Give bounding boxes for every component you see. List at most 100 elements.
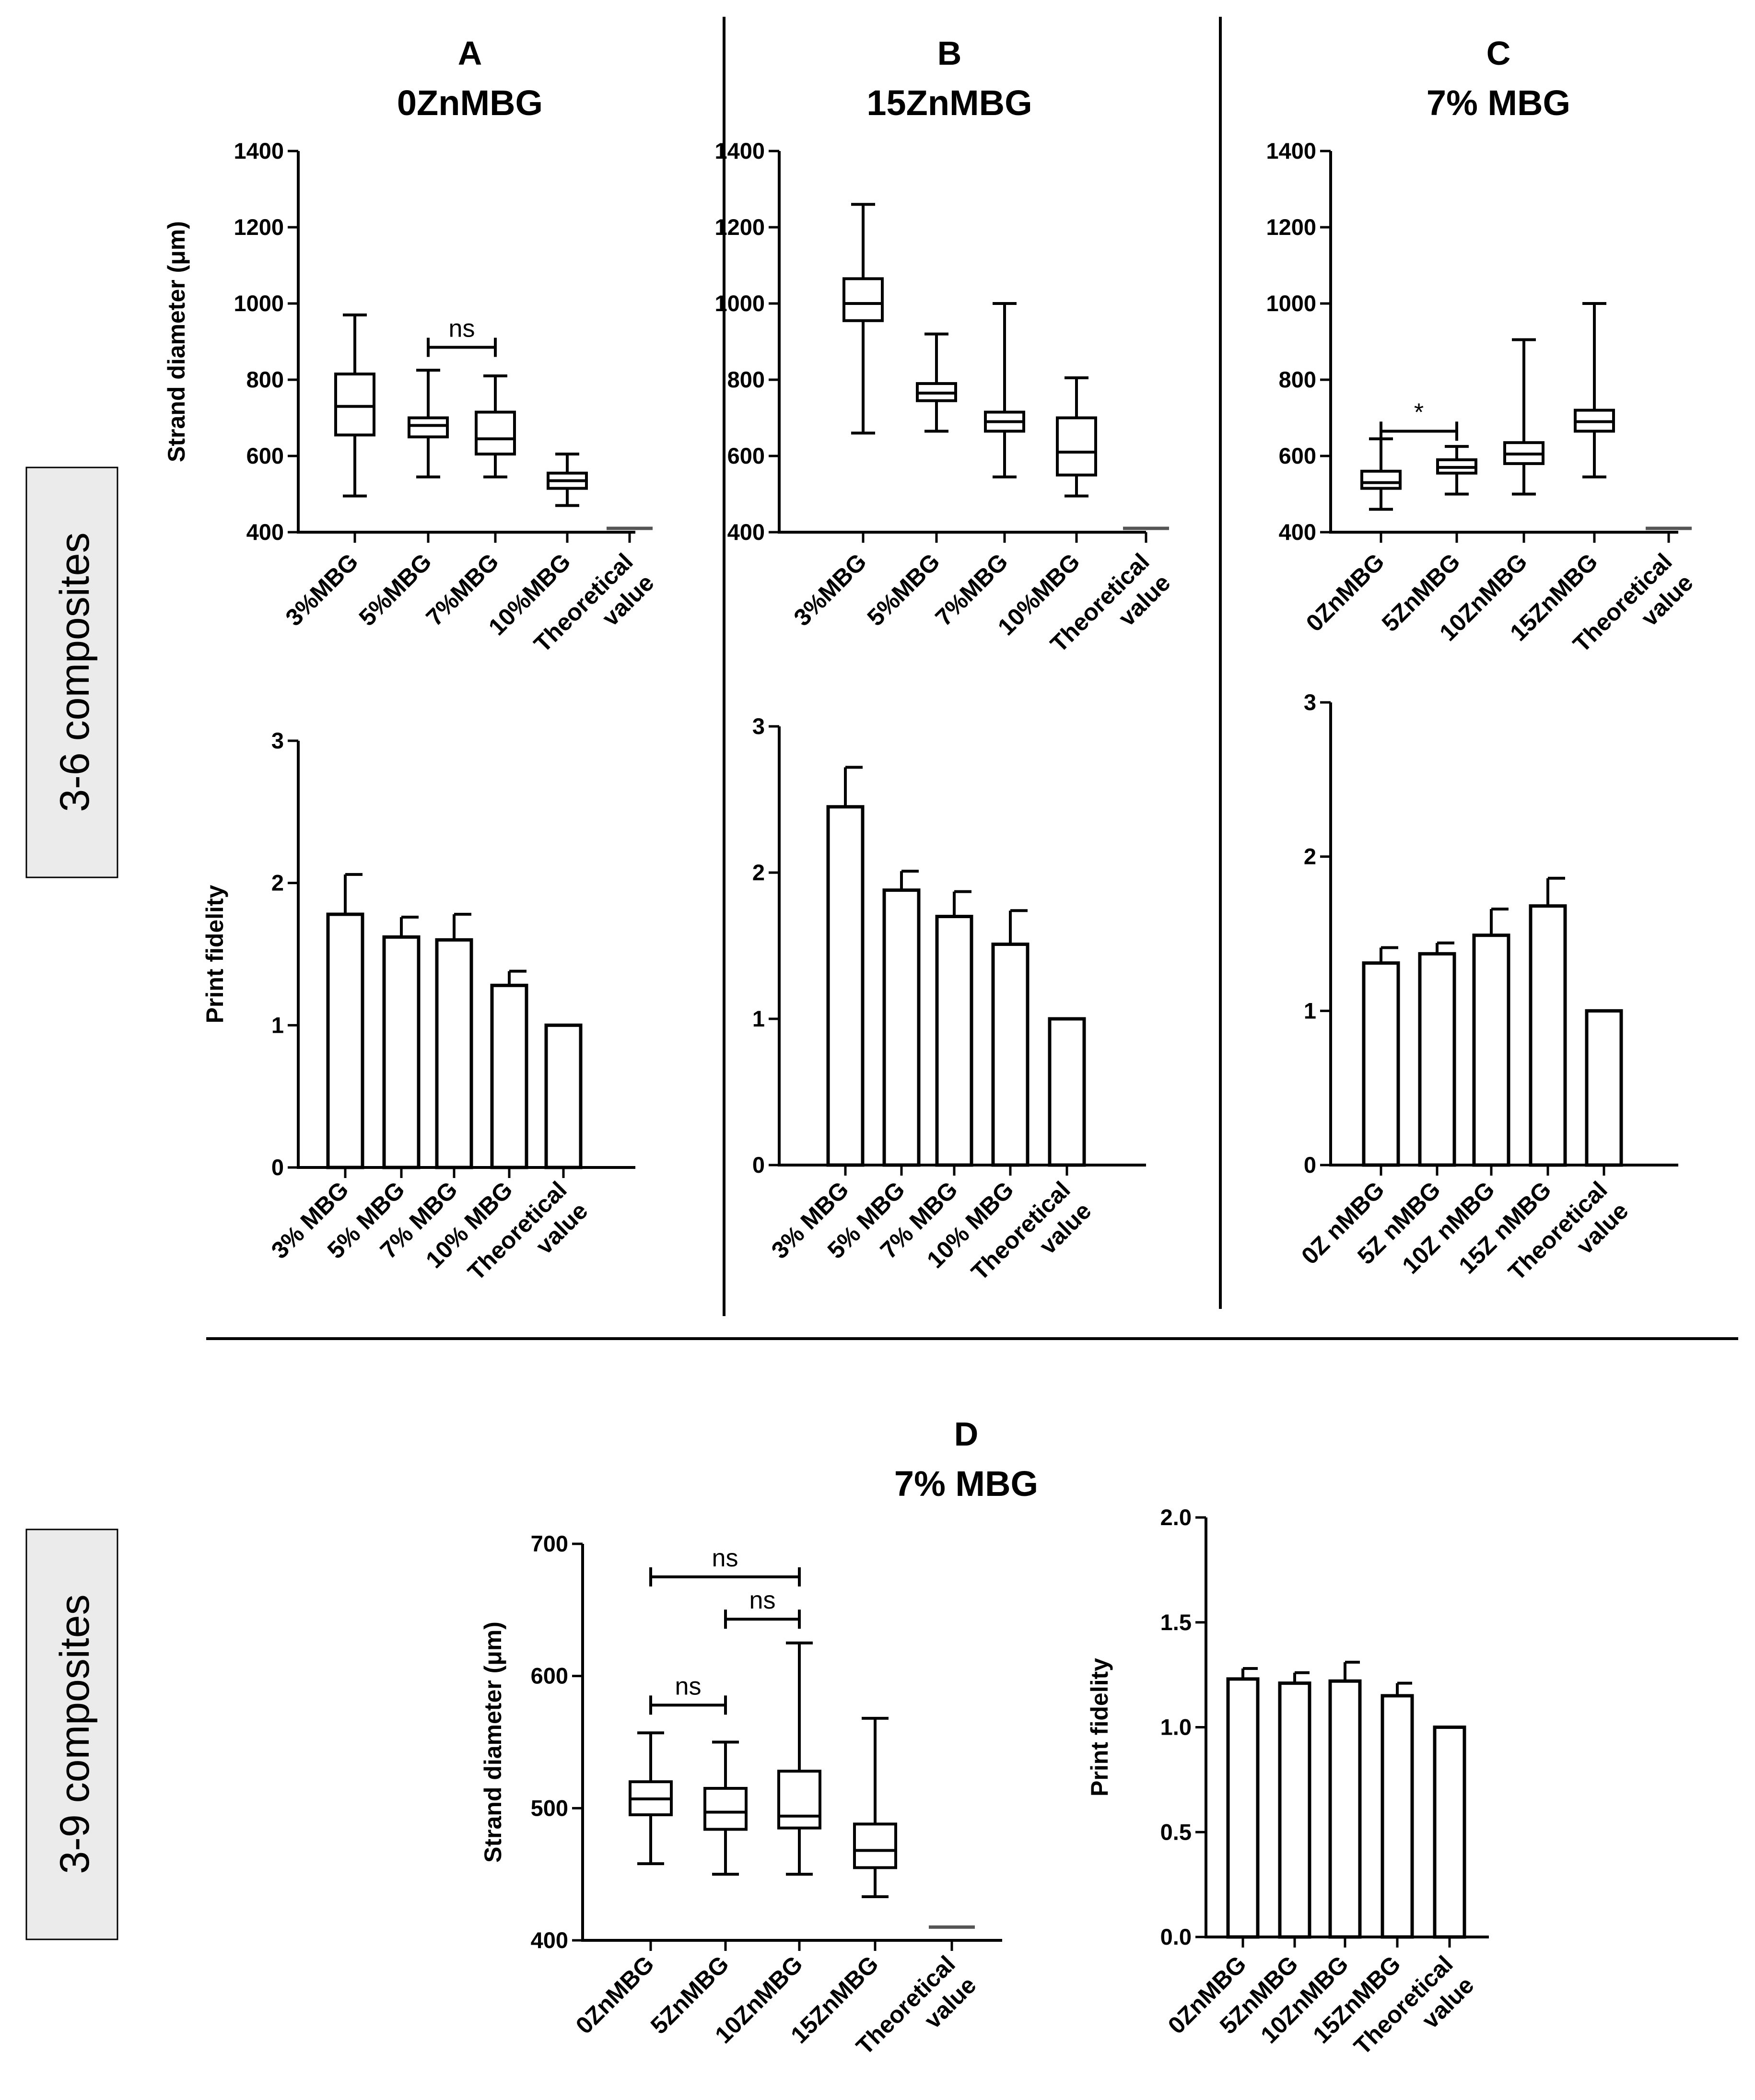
category-label: 5%MBG — [862, 548, 945, 631]
y-tick-label: 1400 — [1266, 138, 1316, 163]
bar — [382, 935, 421, 1169]
panel-b-subtitle: 15ZnMBG — [866, 83, 1032, 123]
y-tick-label: 1 — [1304, 998, 1316, 1023]
y-tick-label: 1 — [752, 1006, 765, 1031]
y-tick-label: 1000 — [234, 291, 284, 316]
category-label: 3%MBG — [789, 548, 872, 631]
box — [475, 410, 516, 456]
bar — [1048, 1017, 1086, 1167]
chart-c-strand-diameter: 4006008001000120014000ZnMBG5ZnMBG10ZnMBG… — [1266, 138, 1698, 657]
side-label-top: 3-6 composites — [25, 467, 118, 878]
bar — [326, 912, 364, 1169]
y-tick-label: 2.0 — [1160, 1505, 1192, 1530]
y-tick-label: 1.5 — [1160, 1610, 1192, 1635]
y-tick-label: 1400 — [234, 138, 284, 163]
bar — [882, 888, 921, 1167]
y-tick-label: 1200 — [714, 214, 765, 240]
bar — [1433, 1726, 1466, 1939]
bar — [1226, 1677, 1260, 1939]
box — [1056, 416, 1097, 477]
y-tick-label: 400 — [246, 519, 284, 545]
y-tick-label: 800 — [246, 367, 284, 392]
panel-c-subtitle: 7% MBG — [1427, 83, 1570, 123]
y-tick-label: 700 — [531, 1531, 568, 1556]
y-tick-label: 400 — [1279, 519, 1316, 545]
significance-label: ns — [449, 315, 475, 342]
category-label: 0ZnMBG — [1301, 548, 1390, 637]
significance-label: ns — [675, 1672, 702, 1700]
y-tick-label: 1000 — [1266, 291, 1316, 316]
y-tick-label: 1 — [271, 1012, 284, 1038]
side-label-bottom: 3-9 composites — [25, 1528, 118, 1940]
y-tick-label: 3 — [1304, 689, 1316, 715]
category-label-line: 0ZnMBG — [1301, 548, 1390, 637]
bar — [1472, 933, 1510, 1167]
y-tick-label: 1400 — [714, 138, 765, 163]
y-tick-label: 3 — [752, 713, 765, 739]
y-axis-label: Strand diameter (μm) — [163, 221, 190, 462]
y-tick-label: 1.0 — [1160, 1715, 1192, 1740]
side-label-top-text: 3-6 composites — [52, 532, 98, 812]
category-label-line: 0ZnMBG — [571, 1950, 659, 2039]
panel-d-letter: D — [954, 1415, 979, 1453]
y-tick-label: 1200 — [234, 214, 284, 240]
bar — [1585, 1009, 1623, 1167]
y-tick-label: 400 — [531, 1927, 568, 1953]
category-label: 5%MBG — [354, 548, 437, 631]
category-label: 0ZnMBG — [571, 1950, 659, 2039]
box — [777, 1770, 821, 1830]
significance-label: ns — [749, 1587, 776, 1614]
panel-a-letter: A — [458, 35, 482, 72]
bar — [1278, 1681, 1311, 1939]
chart-b-strand-diameter: 4006008001000120014003%MBG5%MBG7%MBG10%M… — [714, 138, 1175, 657]
y-tick-label: 0 — [271, 1155, 284, 1180]
y-tick-label: 1200 — [1266, 214, 1316, 240]
bar — [991, 942, 1030, 1167]
y-tick-label: 800 — [727, 367, 765, 392]
category-label-line: 3%MBG — [281, 548, 363, 631]
bar — [544, 1023, 583, 1169]
y-tick-label: 2 — [1304, 844, 1316, 869]
panel-d-subtitle: 7% MBG — [894, 1464, 1038, 1504]
y-tick-label: 0.0 — [1160, 1924, 1192, 1949]
bar — [490, 983, 528, 1169]
y-tick-label: 600 — [246, 443, 284, 468]
box — [334, 373, 375, 437]
y-axis-label: Print fidelity — [201, 885, 228, 1023]
y-tick-label: 3 — [271, 728, 284, 753]
bar — [1529, 904, 1567, 1167]
bar — [1328, 1679, 1362, 1939]
bar — [1381, 1694, 1414, 1939]
y-tick-label: 2 — [752, 860, 765, 885]
category-label-line: 5%MBG — [862, 548, 945, 631]
y-tick-label: 0.5 — [1160, 1819, 1192, 1844]
y-tick-label: 1000 — [714, 291, 765, 316]
significance-label: * — [1414, 398, 1424, 426]
y-tick-label: 0 — [752, 1152, 765, 1178]
category-label: 3%MBG — [281, 548, 363, 631]
y-tick-label: 800 — [1279, 367, 1316, 392]
box — [853, 1822, 897, 1869]
bar — [435, 938, 473, 1169]
box — [703, 1786, 748, 1831]
y-tick-label: 600 — [1279, 443, 1316, 468]
y-axis-label: Print fidelity — [1086, 1658, 1113, 1797]
box — [408, 416, 449, 439]
bar — [935, 915, 973, 1167]
bar — [1362, 961, 1400, 1167]
category-label-line: 3%MBG — [789, 548, 872, 631]
panel-c-letter: C — [1486, 35, 1511, 72]
y-tick-label: 400 — [727, 519, 765, 545]
y-tick-label: 2 — [271, 870, 284, 896]
panel-a-subtitle: 0ZnMBG — [397, 83, 543, 123]
y-tick-label: 500 — [531, 1795, 568, 1820]
y-tick-label: 600 — [531, 1663, 568, 1689]
panel-b-letter: B — [937, 35, 962, 72]
side-label-bottom-text: 3-9 composites — [52, 1594, 98, 1874]
